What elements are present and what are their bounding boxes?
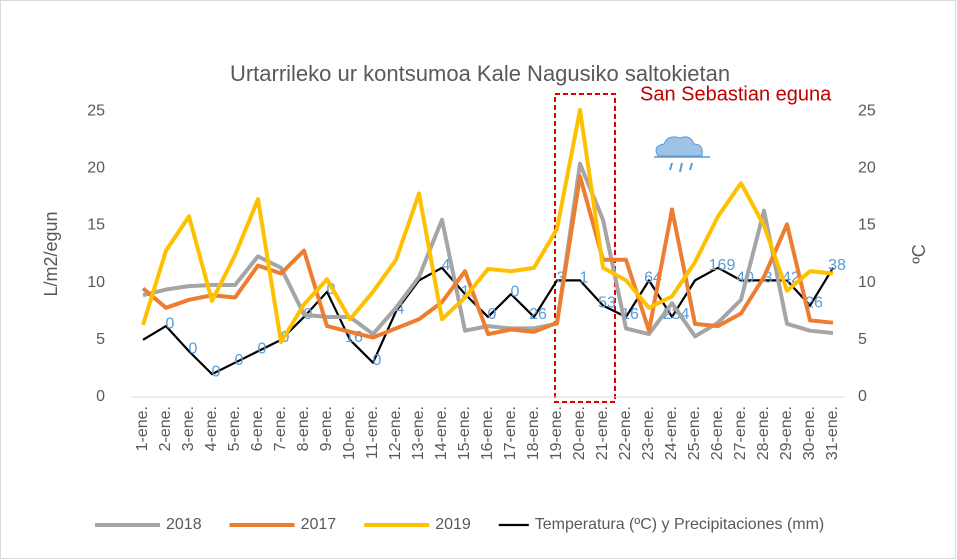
precipitation-label: 26 (529, 306, 547, 323)
annotation: San Sebastian eguna (640, 83, 832, 105)
y2-axis-label: ºC (909, 244, 929, 264)
legend-label: 2019 (435, 516, 471, 533)
x-tick-label: 3-ene. (180, 406, 197, 451)
precipitation-label: 4 (396, 300, 405, 317)
x-tick-label: 5-ene. (226, 406, 243, 451)
x-tick-label: 27-ene. (732, 406, 749, 460)
x-tick-label: 21-ene. (594, 406, 611, 460)
x-tick-label: 11-ene. (364, 406, 381, 459)
precipitation-label: 0 (212, 363, 221, 380)
x-tick-label: 25-ene. (686, 406, 703, 460)
precipitation-label: 3 (557, 270, 566, 287)
precipitation-label: 169 (709, 257, 736, 274)
precipitation-label: 0 (373, 352, 382, 369)
y-tick-label: 20 (87, 160, 105, 177)
precipitation-label: 0 (235, 352, 244, 369)
precipitation-label: 0 (258, 340, 267, 357)
y2-tick-label: 0 (858, 388, 867, 405)
precipitation-label: 1 (580, 270, 589, 287)
precipitation-label: 0 (488, 306, 497, 323)
y-tick-label: 15 (87, 217, 105, 234)
x-tick-label: 13-ene. (410, 406, 427, 460)
x-tick-label: 10-ene. (341, 406, 358, 460)
precipitation-label: 0 (189, 340, 198, 357)
x-tick-label: 26-ene. (709, 406, 726, 460)
legend-label: 2017 (301, 516, 337, 533)
y-tick-label: 0 (96, 388, 105, 405)
y-tick-label: 25 (87, 102, 105, 119)
x-tick-label: 2-ene. (157, 406, 174, 451)
x-tick-label: 6-ene. (249, 406, 266, 451)
y2-tick-label: 15 (858, 217, 876, 234)
precipitation-label: 3 (764, 270, 773, 287)
x-tick-label: 7-ene. (272, 406, 289, 451)
series-line (142, 266, 834, 376)
x-tick-label: 31-ene. (824, 406, 841, 460)
y-tick-label: 10 (87, 274, 105, 291)
x-tick-label: 20-ene. (571, 406, 588, 460)
x-tick-label: 9-ene. (318, 406, 335, 451)
y-axis-label: L/m2/egun (41, 211, 61, 296)
series-line (141, 174, 834, 340)
chart-title: Urtarrileko ur kontsumoa Kale Nagusiko s… (230, 61, 730, 86)
precipitation-label: 0 (511, 283, 520, 300)
x-tick-label: 4-ene. (203, 406, 220, 451)
precipitation-label: 0 (166, 315, 175, 332)
x-tick-label: 22-ene. (617, 406, 634, 460)
precipitation-label: 26 (805, 295, 823, 312)
precipitation-label: 38 (828, 257, 846, 274)
precipitation-label: 4 (442, 257, 451, 274)
x-tick-label: 19-ene. (548, 406, 565, 460)
x-tick-label: 8-ene. (295, 406, 312, 451)
x-tick-label: 16-ene. (479, 406, 496, 460)
series-line (142, 161, 834, 339)
x-tick-label: 12-ene. (387, 406, 404, 460)
x-tick-label: 1-ene. (134, 406, 151, 451)
y-tick-label: 5 (96, 331, 105, 348)
series-line (141, 108, 834, 345)
x-tick-label: 15-ene. (456, 406, 473, 460)
y2-tick-label: 10 (858, 274, 876, 291)
x-tick-label: 30-ene. (801, 406, 818, 460)
rain-icon (654, 136, 710, 173)
precipitation-label: 53 (598, 295, 616, 312)
legend-label: Temperatura (ºC) y Precipitaciones (mm) (535, 516, 824, 533)
x-tick-label: 29-ene. (778, 406, 795, 460)
legend-label: 2018 (166, 516, 202, 533)
y2-tick-label: 25 (858, 102, 876, 119)
y2-tick-label: 5 (858, 331, 867, 348)
x-tick-label: 17-ene. (502, 406, 519, 460)
x-tick-label: 18-ene. (525, 406, 542, 460)
y2-tick-label: 20 (858, 160, 876, 177)
x-tick-label: 28-ene. (755, 406, 772, 460)
x-tick-label: 14-ene. (433, 406, 450, 460)
x-tick-label: 23-ene. (640, 406, 657, 460)
x-tick-label: 24-ene. (663, 406, 680, 460)
